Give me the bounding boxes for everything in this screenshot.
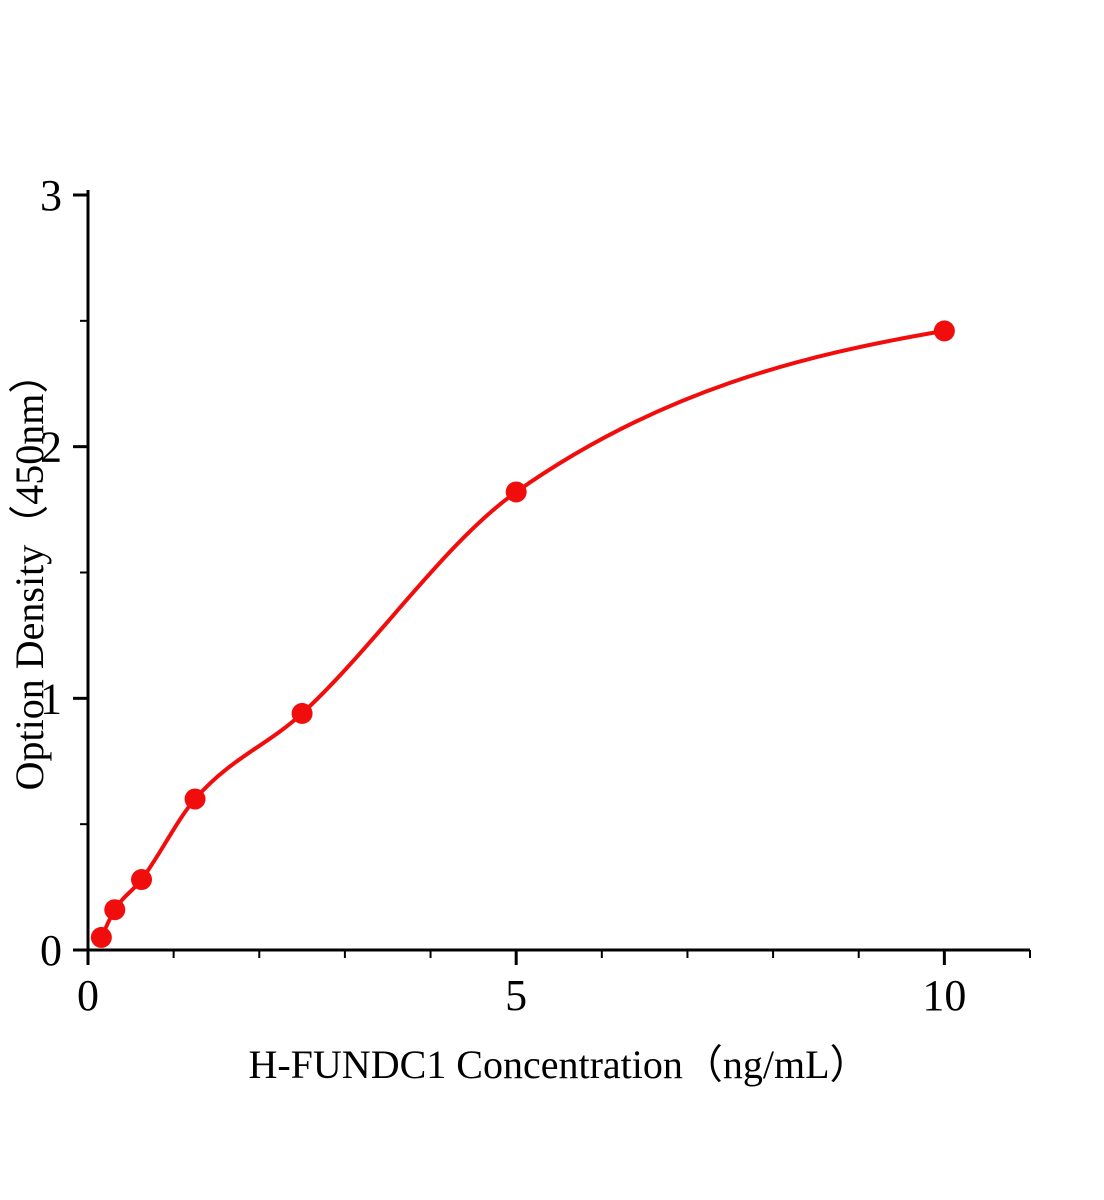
x-axis-tick-label: 0: [77, 971, 99, 1020]
y-axis-tick-label: 0: [40, 926, 62, 975]
data-point: [104, 899, 126, 921]
data-point: [90, 926, 112, 948]
y-axis-tick-label: 3: [40, 171, 62, 220]
x-axis-tick-label: 10: [922, 971, 966, 1020]
data-point: [184, 788, 206, 810]
x-axis-tick-label: 5: [505, 971, 527, 1020]
y-axis-tick-label: 2: [40, 423, 62, 472]
data-point: [291, 702, 313, 724]
y-axis-title: Option Density（450nm）: [7, 353, 52, 791]
y-axis-tick-label: 1: [40, 674, 62, 723]
data-point: [131, 869, 153, 891]
x-axis-title: H-FUNDC1 Concentration（ng/mL）: [248, 1042, 870, 1087]
data-point: [933, 320, 955, 342]
fit-curve: [99, 328, 947, 940]
data-point: [505, 481, 527, 503]
